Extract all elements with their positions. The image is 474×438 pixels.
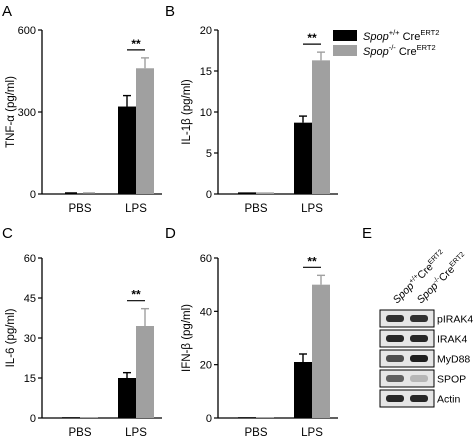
blot-row-label: MyD88 [437, 354, 470, 366]
category-label: PBS [68, 427, 91, 438]
blot-row: MyD88 [379, 349, 470, 368]
y-tick-label: 5 [206, 148, 212, 160]
legend: Spop+/+ CreERT2 Spop-/- CreERT2 [333, 28, 439, 58]
blot-row: Actin [379, 389, 461, 408]
blot-band [386, 395, 404, 402]
blot-row-label: Actin [437, 394, 461, 406]
y-axis-label: IL-1β (pg/ml) [181, 79, 193, 145]
blot-band [410, 395, 428, 402]
y-tick-label: 20 [200, 360, 212, 372]
panel-label-a: A [2, 3, 12, 20]
blot-row: pIRAK4 [379, 309, 473, 328]
y-tick-label: 600 [18, 25, 36, 37]
blot-band [410, 355, 428, 362]
y-tick-label: 60 [200, 253, 212, 265]
chart-il-1-beta: 0 5 10 15 20 IL-1β (pg/ml) PBS LPS ** [181, 25, 338, 215]
category-label: PBS [244, 427, 267, 438]
bar [294, 362, 312, 418]
panel-label-b: B [165, 3, 175, 20]
y-tick-label: 40 [200, 306, 212, 318]
blot-row-label: SPOP [437, 374, 466, 386]
blot-band [410, 335, 428, 342]
bar [136, 326, 154, 418]
panel-label-c: C [2, 225, 13, 242]
y-tick-label: 0 [30, 413, 36, 425]
legend-label-ko: Spop-/- CreERT2 [363, 43, 436, 58]
bar [136, 68, 154, 194]
y-axis-label: IFN-β (pg/ml) [181, 304, 193, 372]
blot-band [386, 315, 404, 322]
bar [238, 417, 256, 418]
bar [312, 60, 330, 195]
blot-row-label: pIRAK4 [437, 314, 473, 326]
category-label: LPS [125, 427, 147, 438]
panel-label-e: E [362, 225, 372, 242]
y-tick-label: 10 [200, 107, 212, 119]
blot-band [386, 355, 404, 362]
significance-label: ** [307, 254, 317, 268]
y-tick-label: 45 [24, 293, 36, 305]
bar [238, 192, 256, 194]
significance-label: ** [307, 31, 317, 45]
y-tick-label: 15 [200, 66, 212, 78]
blot-strip [379, 369, 435, 388]
y-axis-label: TNF-α (pg/ml) [5, 76, 17, 148]
bar [256, 192, 274, 194]
bar [118, 378, 136, 418]
y-tick-label: 30 [24, 333, 36, 345]
blot-row-label: IRAK4 [437, 334, 468, 346]
blot-band [386, 335, 404, 342]
chart-ifn-beta: 0 20 40 60 IFN-β (pg/ml) PBS LPS ** [181, 253, 338, 438]
blot-strip [379, 389, 435, 408]
panel-label-d: D [165, 225, 176, 242]
chart-il-6: 0 15 30 45 60 IL-6 (pg/ml) PBS LPS ** [5, 253, 162, 438]
category-label: LPS [125, 203, 147, 215]
legend-swatch-ko [333, 45, 357, 56]
y-tick-label: 20 [200, 25, 212, 37]
y-tick-label: 60 [24, 253, 36, 265]
category-label: LPS [301, 427, 323, 438]
y-axis-label: IL-6 (pg/ml) [5, 308, 17, 367]
blot-strip [379, 329, 435, 348]
legend-swatch-wt [333, 30, 357, 41]
bar [80, 417, 98, 418]
bar [62, 417, 80, 418]
chart-tnf-alpha: 0 300 600 TNF-α (pg/ml) PBS LPS ** [5, 25, 162, 215]
significance-label: ** [131, 288, 141, 302]
blot-band [386, 375, 404, 382]
bar [118, 106, 136, 194]
blot-band [410, 315, 428, 322]
y-tick-label: 15 [24, 373, 36, 385]
blot-band [410, 375, 428, 382]
legend-label-wt: Spop+/+ CreERT2 [363, 28, 439, 43]
category-label: PBS [244, 203, 267, 215]
y-tick-label: 0 [206, 189, 212, 201]
y-tick-label: 0 [206, 413, 212, 425]
y-tick-label: 0 [30, 189, 36, 201]
category-label: PBS [68, 203, 91, 215]
blot-strip [379, 309, 435, 328]
bar [312, 284, 330, 418]
bar [256, 417, 274, 418]
y-tick-label: 300 [18, 107, 36, 119]
bar [294, 122, 312, 194]
blot-row: IRAK4 [379, 329, 468, 348]
western-blot: Spop+/+CreERT2 Spop-/-CreERT2 pIRAK4IRAK… [379, 249, 473, 408]
blot-row: SPOP [379, 369, 466, 388]
blot-strip [379, 349, 435, 368]
significance-label: ** [131, 37, 141, 51]
category-label: LPS [301, 203, 323, 215]
